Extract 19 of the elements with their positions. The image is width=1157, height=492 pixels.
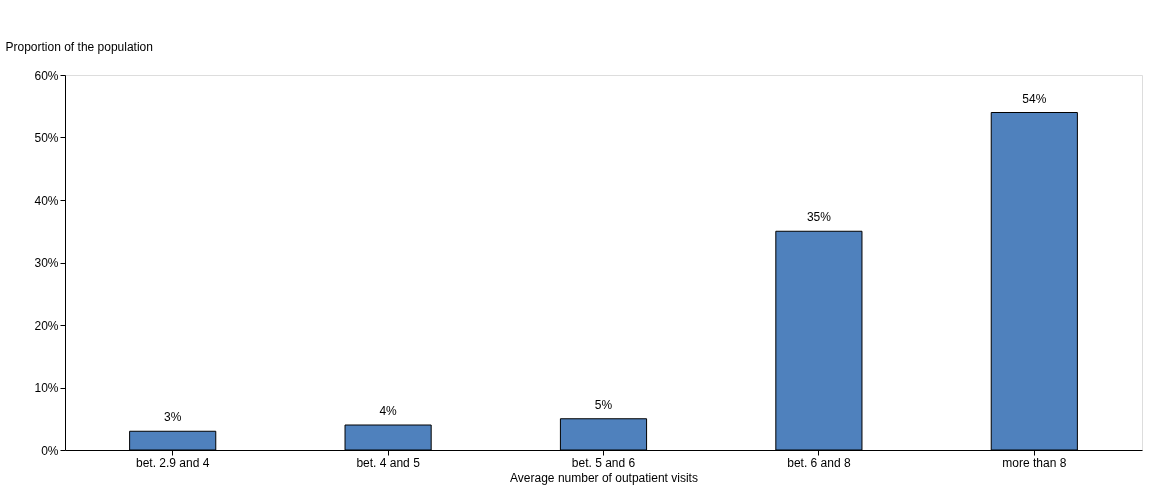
y-tick-label: 40%: [34, 193, 59, 208]
y-tick-label: 10%: [34, 381, 59, 395]
y-tick-label: 0%: [41, 443, 59, 458]
data-label: 54%: [1022, 91, 1047, 106]
x-tick-label: bet. 6 and 8: [787, 455, 851, 470]
data-label: 3%: [164, 410, 182, 425]
x-axis-title: Average number of outpatient visits: [510, 470, 698, 485]
y-tick-label: 50%: [34, 131, 59, 145]
x-tick-label: bet. 4 and 5: [356, 455, 421, 470]
data-label: 4%: [379, 404, 398, 418]
y-tick-label: 30%: [34, 256, 59, 270]
x-tick-label: bet. 2.9 and 4: [136, 455, 210, 470]
y-tick-label: 60%: [34, 68, 59, 83]
y-axis-title: Proportion of the population: [5, 39, 153, 54]
x-tick-label: bet. 5 and 6: [571, 455, 636, 470]
y-tick-label: 20%: [34, 318, 59, 333]
data-label: 35%: [806, 210, 832, 225]
data-label: 5%: [594, 397, 613, 412]
x-tick-label: more than 8: [1002, 455, 1067, 470]
